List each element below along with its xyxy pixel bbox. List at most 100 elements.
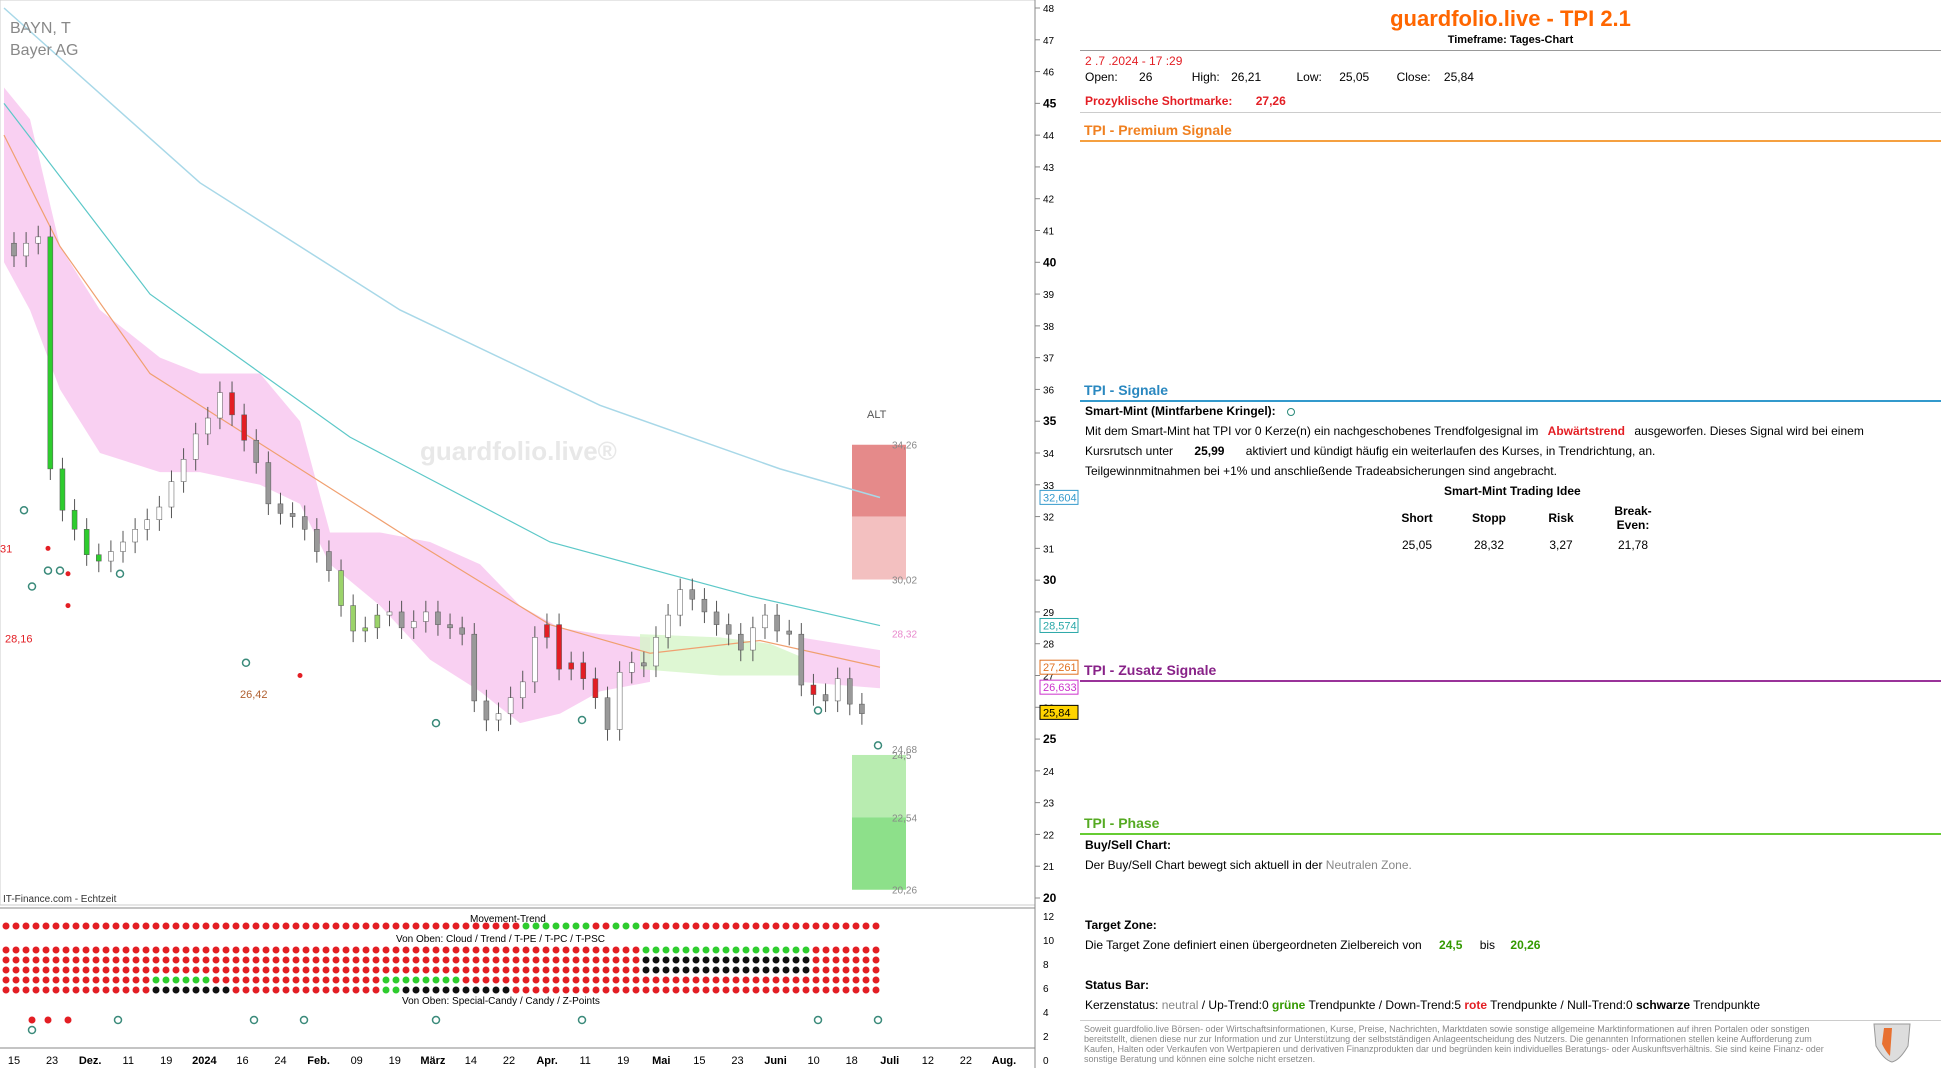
trend-dot — [512, 922, 520, 930]
trend-dot — [402, 946, 410, 954]
smart-mint-row: Smart-Mint (Mintfarbene Kringel): — [1085, 404, 1296, 418]
status-text: Kerzenstatus: neutral / Up-Trend:0 grüne… — [1085, 998, 1760, 1012]
target-from: 24,5 — [1439, 938, 1463, 952]
trend-dot — [62, 986, 70, 994]
trend-dot — [762, 922, 770, 930]
buysell-zone: Neutralen Zone. — [1325, 858, 1412, 872]
trend-dot — [32, 946, 40, 954]
trend-dot — [2, 966, 10, 974]
y-tick-label: 37 — [1043, 354, 1055, 365]
trend-dot — [122, 922, 130, 930]
trend-dot — [692, 922, 700, 930]
trend-dot — [762, 956, 770, 964]
trend-dot — [472, 966, 480, 974]
candle-body — [665, 614, 671, 638]
trend-dot — [852, 966, 860, 974]
candle-body — [23, 242, 29, 257]
trend-dot — [422, 986, 430, 994]
trend-dot — [502, 966, 510, 974]
trend-dot — [52, 922, 60, 930]
trend-dot — [142, 986, 150, 994]
candy-dot — [28, 1016, 36, 1024]
y-tick-label: 42 — [1043, 195, 1055, 206]
candle-body — [144, 519, 150, 530]
chart-area[interactable]: 48 47 46 45 44 43 42 41 40 39 38 37 36 35 34 33 32 31 30 29… — [0, 0, 1080, 1068]
trend-dot — [62, 976, 70, 984]
idea-value: 21,78 — [1617, 538, 1649, 552]
trend-dot — [262, 956, 270, 964]
trend-dot — [392, 976, 400, 984]
ohlc-row: Open: 26 High: 26,21 Low: 25,05 Close: 2… — [1085, 70, 1474, 84]
z-point-circle-icon — [113, 1015, 123, 1025]
trend-dot — [652, 976, 660, 984]
trend-dot — [592, 976, 600, 984]
target-text-a: Die Target Zone definiert einen übergeor… — [1085, 938, 1422, 952]
x-tick-label: 09 — [351, 1055, 363, 1067]
trend-dot — [262, 946, 270, 954]
status-text-a: Kerzenstatus: — [1085, 998, 1159, 1012]
trend-dot — [372, 922, 380, 930]
ma-200-line — [3, 7, 881, 499]
trend-dot — [452, 986, 460, 994]
z-point-circle-icon — [431, 1015, 441, 1025]
candle-body — [350, 605, 356, 632]
trend-dot — [12, 956, 20, 964]
trend-dot — [302, 956, 310, 964]
trend-dot — [782, 922, 790, 930]
trend-dot — [762, 966, 770, 974]
candle-body — [35, 236, 41, 244]
trend-dot — [622, 922, 630, 930]
trend-dot — [642, 956, 650, 964]
price-chart[interactable]: 4847464544434241403938373635343332313029… — [0, 0, 1080, 1068]
trend-dot — [92, 986, 100, 994]
trend-dot — [122, 966, 130, 974]
price-marker-label: 32,604 — [1043, 492, 1077, 504]
candle-body — [192, 433, 199, 460]
trend-dot — [62, 956, 70, 964]
y-tick-label: 32 — [1043, 513, 1055, 524]
trend-dot — [702, 922, 710, 930]
trend-dot — [192, 986, 200, 994]
trend-dot — [22, 922, 30, 930]
trend-dot — [512, 976, 520, 984]
trend-dot — [92, 976, 100, 984]
trend-dot — [552, 966, 560, 974]
candle-body — [762, 614, 768, 629]
trend-dot — [692, 976, 700, 984]
trend-dot — [282, 966, 290, 974]
candle-body — [253, 440, 260, 463]
trend-dot — [772, 946, 780, 954]
candle-body — [495, 713, 502, 721]
trend-dot — [732, 956, 740, 964]
zone-label: 22,54 — [892, 813, 917, 824]
status-text-c: Trendpunkte / Down-Trend:5 — [1305, 998, 1465, 1012]
trend-dot — [872, 922, 880, 930]
trend-dot — [622, 956, 630, 964]
smart-mint-circle-icon — [55, 566, 65, 575]
trend-dot — [842, 946, 850, 954]
candle-body — [701, 598, 708, 613]
trend-dot — [332, 966, 340, 974]
trend-dot — [852, 946, 860, 954]
sub-y-tick-label: 10 — [1043, 936, 1055, 947]
trend-dot — [302, 976, 310, 984]
trading-idea-title: Smart-Mint Trading Idee — [1444, 484, 1581, 498]
trend-dot — [352, 986, 360, 994]
y-tick-label: 38 — [1043, 322, 1055, 333]
trend-dot — [432, 976, 440, 984]
trend-dot — [772, 956, 780, 964]
smart-mint-circle-icon — [19, 505, 29, 515]
trend-dot — [172, 922, 180, 930]
trend-dot — [442, 986, 450, 994]
candle-body — [108, 551, 114, 562]
trend-dot — [722, 966, 730, 974]
y-tick-label: 40 — [1043, 255, 1057, 269]
trend-dot — [412, 922, 420, 930]
high-value: 26,21 — [1231, 70, 1262, 84]
trend-dot — [82, 956, 90, 964]
sell-zone-upper — [852, 444, 906, 517]
status-red: rote — [1464, 998, 1488, 1012]
trend-dot — [372, 966, 380, 974]
candle-body — [205, 417, 211, 435]
zone-label: 24,68 — [892, 745, 917, 756]
